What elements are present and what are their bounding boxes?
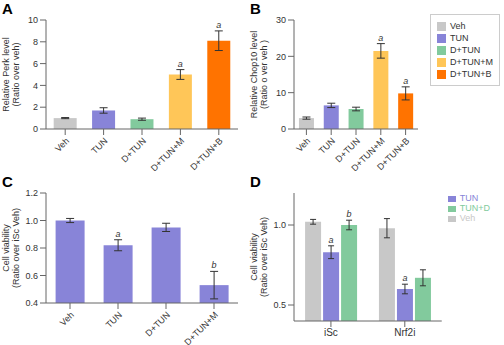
svg-text:Relative Chop10 level(Ratio o: Relative Chop10 level(Ratio o ver veh ) bbox=[249, 31, 269, 119]
svg-text:6: 6 bbox=[33, 59, 38, 69]
svg-text:10: 10 bbox=[276, 88, 286, 98]
svg-text:a: a bbox=[116, 229, 121, 239]
svg-text:0.5: 0.5 bbox=[273, 300, 286, 310]
svg-text:Veh: Veh bbox=[53, 136, 71, 154]
svg-text:Nrf2i: Nrf2i bbox=[394, 327, 415, 338]
svg-text:a: a bbox=[329, 235, 334, 245]
svg-text:1.0: 1.0 bbox=[273, 220, 286, 230]
html-text:A: A bbox=[2, 0, 13, 17]
html-text:D: D bbox=[250, 173, 261, 190]
html-text:Veh: Veh bbox=[450, 21, 466, 31]
svg-text:10: 10 bbox=[28, 15, 38, 25]
svg-text:a: a bbox=[378, 33, 383, 43]
html-text:B: B bbox=[250, 0, 261, 17]
svg-text:a: a bbox=[402, 273, 407, 283]
svg-text:Relative Perk level(Ratio over: Relative Perk level(Ratio over veh) bbox=[8, 37, 21, 112]
svg-text:D+TUN+M: D+TUN+M bbox=[182, 310, 219, 345]
svg-text:0.8: 0.8 bbox=[25, 243, 38, 253]
svg-text:Cell viability(Ratio over iSc: Cell viability(Ratio over iSc Veh) bbox=[8, 208, 21, 288]
svg-text:D+TUN+M: D+TUN+M bbox=[149, 136, 186, 171]
svg-text:D+TUN+B: D+TUN+B bbox=[375, 136, 411, 171]
svg-text:0: 0 bbox=[33, 124, 38, 134]
html-text:C: C bbox=[2, 173, 13, 190]
svg-text:0.6: 0.6 bbox=[25, 271, 38, 281]
svg-text:30: 30 bbox=[276, 15, 286, 25]
svg-text:8: 8 bbox=[33, 37, 38, 47]
svg-text:a: a bbox=[403, 76, 408, 86]
html-text:Veh: Veh bbox=[459, 213, 476, 223]
html-text:TUN: TUN bbox=[459, 193, 479, 203]
svg-text:1.0: 1.0 bbox=[25, 216, 38, 226]
svg-text:Cell viability(Ratio over iSc: Cell viability(Ratio over iSc Veh) bbox=[249, 217, 269, 297]
svg-text:0: 0 bbox=[281, 124, 286, 134]
svg-text:a: a bbox=[178, 59, 183, 69]
svg-text:D+TUN: D+TUN bbox=[143, 310, 171, 338]
html-text:TUN: TUN bbox=[450, 33, 469, 43]
svg-text:2: 2 bbox=[33, 102, 38, 112]
svg-text:a: a bbox=[216, 20, 221, 30]
svg-text:Veh: Veh bbox=[58, 310, 76, 328]
html-text:TUN+D: TUN+D bbox=[459, 203, 490, 213]
svg-text:20: 20 bbox=[276, 52, 286, 62]
html-text:D+TUN+B: D+TUN+B bbox=[450, 69, 492, 79]
svg-text:TUN: TUN bbox=[317, 136, 337, 156]
html-text:D+TUN: D+TUN bbox=[450, 45, 481, 55]
svg-text:iSc: iSc bbox=[324, 327, 338, 338]
html-text:D+TUN+M: D+TUN+M bbox=[450, 57, 493, 67]
svg-text:TUN: TUN bbox=[104, 310, 124, 330]
svg-text:b: b bbox=[212, 260, 217, 270]
svg-text:1.2: 1.2 bbox=[25, 188, 38, 198]
svg-text:b: b bbox=[347, 209, 352, 219]
svg-text:4: 4 bbox=[33, 81, 38, 91]
svg-text:D+TUN+B: D+TUN+B bbox=[188, 136, 224, 171]
svg-text:Veh: Veh bbox=[294, 136, 312, 154]
svg-text:D+TUN: D+TUN bbox=[119, 136, 147, 164]
svg-text:0.4: 0.4 bbox=[25, 298, 38, 308]
svg-text:TUN: TUN bbox=[89, 136, 109, 156]
